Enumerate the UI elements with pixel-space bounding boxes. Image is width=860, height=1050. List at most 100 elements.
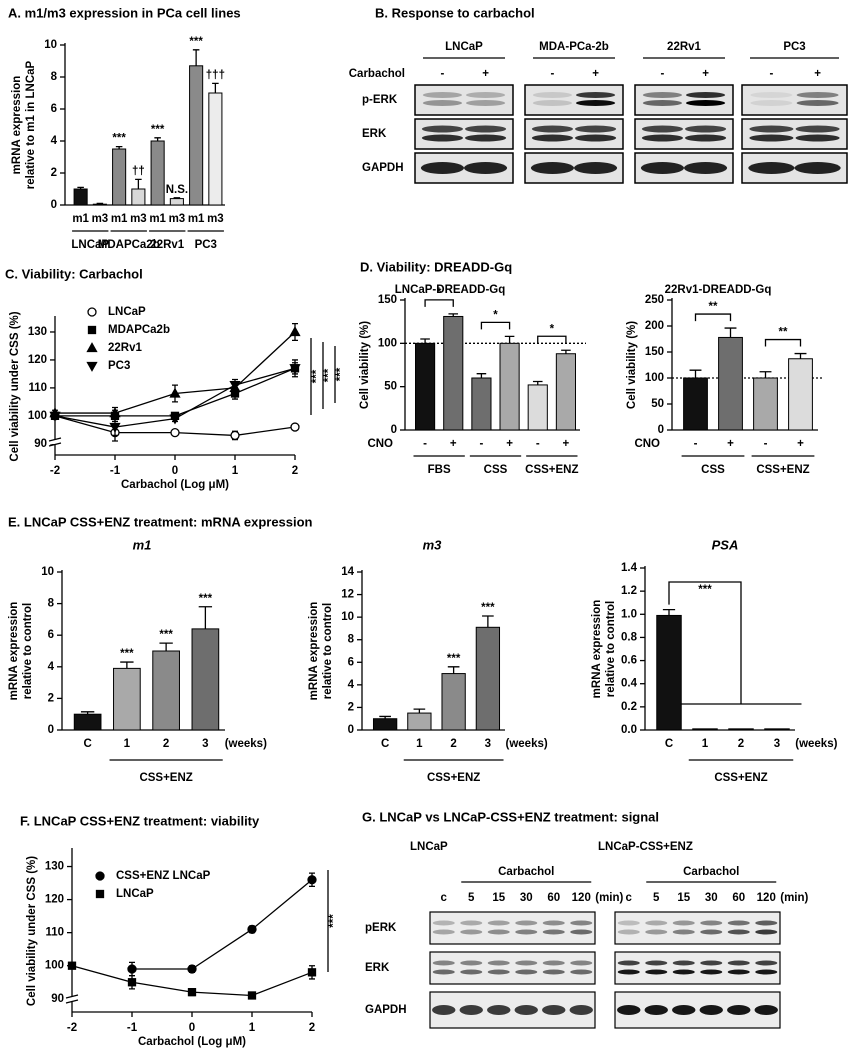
marker xyxy=(187,964,197,974)
error-bar xyxy=(135,178,142,189)
x-tick-label: 3 xyxy=(485,738,491,750)
blot-band xyxy=(727,1005,751,1015)
marker xyxy=(229,380,241,391)
blot-frame xyxy=(429,991,596,1029)
category-title: CNO xyxy=(367,438,393,450)
bar xyxy=(443,315,464,431)
x-tick-label: m3 xyxy=(130,213,147,225)
blot-band xyxy=(570,920,593,926)
significance-label: * xyxy=(550,323,555,335)
y-axis-label: Cell viability under CSS (%) xyxy=(26,856,38,1006)
y-tick-label: 2 xyxy=(348,701,354,713)
legend-label: LNCaP xyxy=(108,306,146,318)
blot-band xyxy=(754,1005,778,1015)
y-axis-label: relative to control xyxy=(605,601,617,698)
marker xyxy=(95,889,105,899)
error-bar xyxy=(212,82,219,93)
blot-band xyxy=(570,929,593,935)
axis-break xyxy=(66,996,78,1001)
y-tick-label: 1.2 xyxy=(621,585,637,597)
y-tick-label: 4 xyxy=(348,679,355,691)
blot-band xyxy=(617,920,640,926)
bar xyxy=(407,712,432,731)
blot-band xyxy=(617,929,640,935)
treatment-label: Carbachol xyxy=(498,866,554,878)
y-axis-label: mRNA expression xyxy=(11,76,23,175)
bar xyxy=(92,203,107,206)
treatment-sign: + xyxy=(482,68,489,80)
error-bar xyxy=(173,197,181,199)
blot-frame xyxy=(429,911,596,945)
y-tick-label: 0 xyxy=(51,199,57,211)
error-bar xyxy=(476,373,487,378)
blot-row-label: p-ERK xyxy=(362,94,398,106)
blot-band xyxy=(794,162,841,174)
lane-label: 15 xyxy=(677,892,690,904)
panel-title: G. LNCaP vs LNCaP-CSS+ENZ treatment: sig… xyxy=(362,809,659,824)
y-tick-label: 90 xyxy=(51,993,64,1005)
bar xyxy=(471,377,492,431)
y-tick-label: 130 xyxy=(45,861,64,873)
blot-band xyxy=(515,929,538,935)
x-tick-label: 2 xyxy=(309,1022,315,1034)
significance-label: *** xyxy=(698,584,712,596)
x-tick-label: 3 xyxy=(202,738,208,750)
lane-label: 60 xyxy=(547,892,560,904)
blot-band xyxy=(432,969,455,975)
x-tick-label: 1 xyxy=(416,738,423,750)
y-tick-label: 4 xyxy=(48,661,55,673)
lane-label: c xyxy=(626,892,633,904)
bar xyxy=(499,342,520,431)
bar xyxy=(656,614,682,731)
cell-line-label: LNCaP-CSS+ENZ xyxy=(598,841,693,853)
blot-band xyxy=(617,1005,641,1015)
annotation: ††† xyxy=(206,69,225,81)
marker xyxy=(289,364,301,375)
lane-label: 30 xyxy=(520,892,533,904)
chart-title: 22Rv1-DREADD-Gq xyxy=(665,284,772,296)
marker xyxy=(170,427,180,438)
significance-bracket xyxy=(480,321,511,330)
bar xyxy=(150,140,165,206)
error-bar xyxy=(115,145,123,149)
y-tick-label: 4 xyxy=(51,135,58,147)
blot-row-label: ERK xyxy=(362,128,387,140)
marker xyxy=(87,325,97,335)
group-label: CSS xyxy=(701,464,725,476)
blot-frame xyxy=(741,118,848,150)
axis-break xyxy=(49,439,61,444)
lane-unit: (min) xyxy=(595,892,623,904)
blot-frame xyxy=(524,118,624,150)
blot-band xyxy=(640,162,684,174)
category-title: CNO xyxy=(634,438,660,450)
blot-band xyxy=(460,920,483,926)
blot-band xyxy=(642,92,683,98)
error-bar xyxy=(689,369,702,378)
blot-band xyxy=(487,929,510,935)
blot-band xyxy=(465,100,506,106)
blot-band xyxy=(570,969,593,975)
blot-frame xyxy=(429,951,596,985)
x-tick-label: - xyxy=(423,438,427,450)
x-unit: (weeks) xyxy=(225,738,267,750)
blot-band xyxy=(727,920,750,926)
x-tick-label: 0 xyxy=(172,465,178,477)
bar xyxy=(788,358,813,431)
y-tick-label: 14 xyxy=(341,566,354,578)
marker xyxy=(289,326,301,337)
marker xyxy=(109,407,121,418)
lane-label: 120 xyxy=(572,892,591,904)
error-bar xyxy=(198,606,213,629)
y-tick-label: 110 xyxy=(28,382,47,394)
group-label: FBS xyxy=(428,464,451,476)
blot-band xyxy=(684,125,727,133)
bar xyxy=(112,148,127,206)
lane-label: 60 xyxy=(732,892,745,904)
bar xyxy=(191,628,220,731)
group-label: CSS+ENZ xyxy=(139,772,192,784)
x-tick-label: 3 xyxy=(774,738,780,750)
treatment-sign: + xyxy=(592,68,599,80)
blot-band xyxy=(487,920,510,926)
x-tick-label: m3 xyxy=(207,213,224,225)
blot-frame xyxy=(741,84,848,116)
